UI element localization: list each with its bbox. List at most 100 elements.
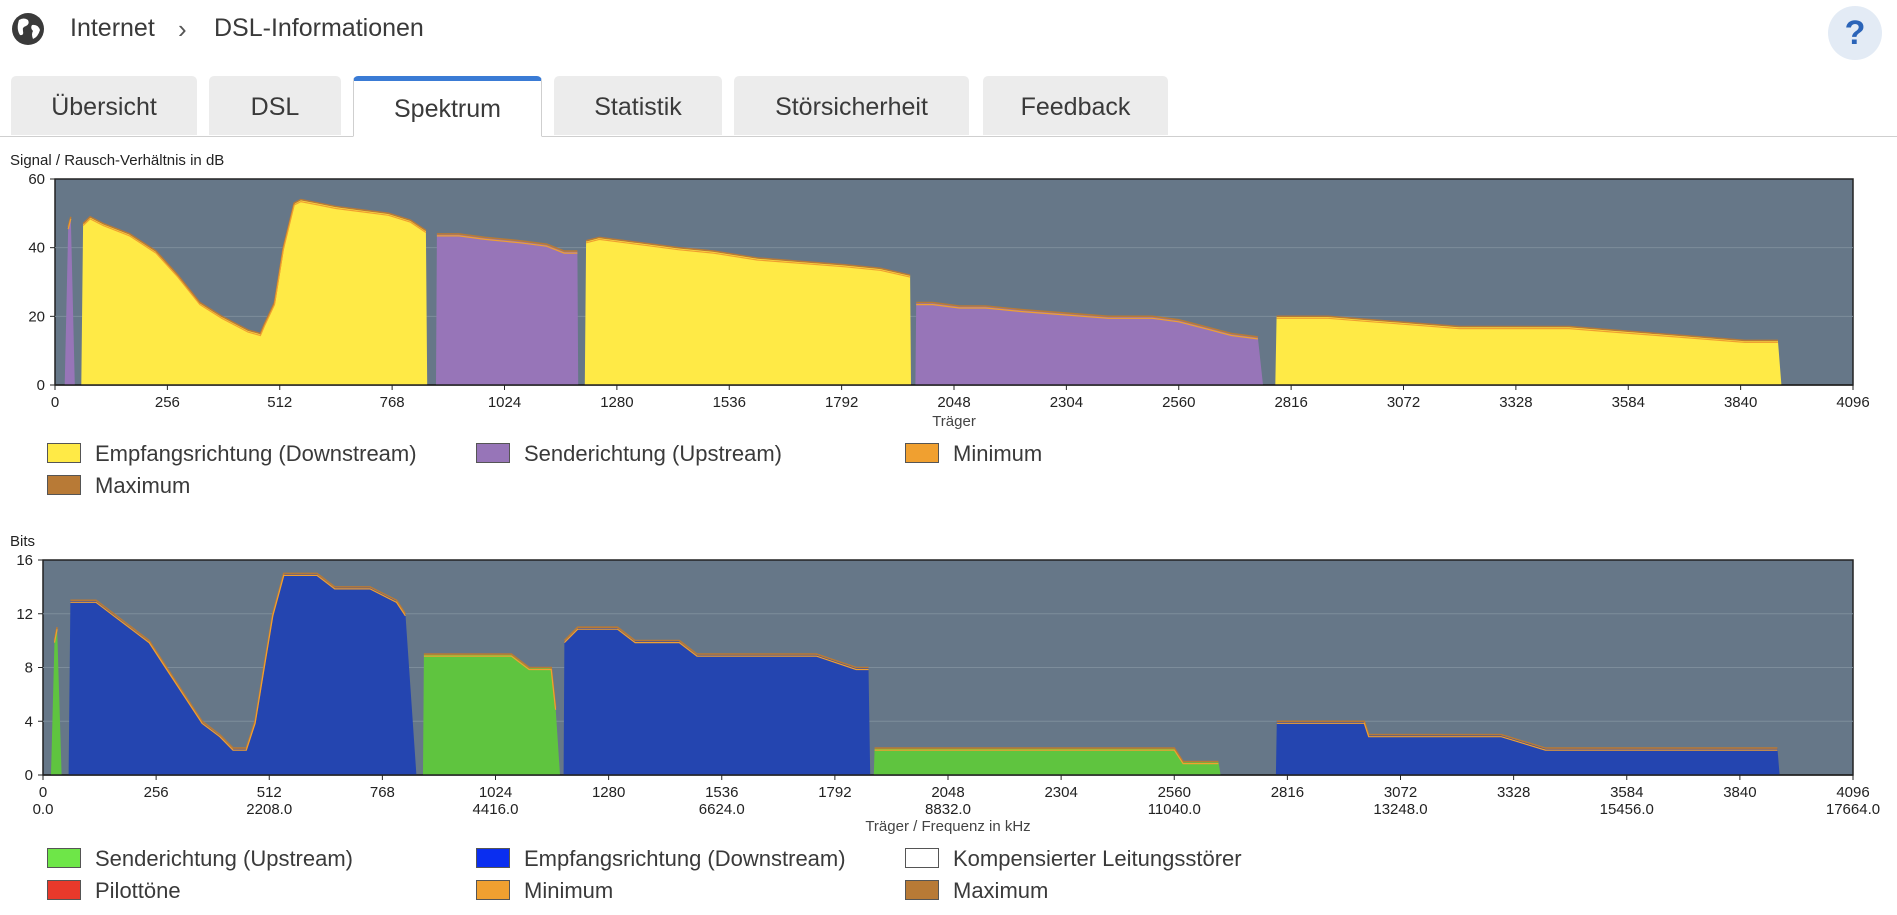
x-tick-label: 1024 bbox=[479, 784, 512, 801]
freq-tick-label: 13248.0 bbox=[1373, 801, 1427, 818]
breadcrumb-separator-icon: › bbox=[178, 14, 187, 44]
series-area bbox=[64, 216, 75, 385]
min-line bbox=[53, 629, 58, 643]
tab-dsl[interactable]: DSL bbox=[209, 76, 341, 135]
y-tick-label: 60 bbox=[28, 171, 45, 188]
freq-tick-label: 2208.0 bbox=[246, 801, 292, 818]
min-line bbox=[916, 304, 1258, 340]
series-area bbox=[873, 748, 1221, 775]
x-tick-label: 0 bbox=[51, 394, 59, 411]
legend-swatch bbox=[905, 443, 939, 463]
legend-label: Maximum bbox=[953, 878, 1049, 903]
legend-label: Minimum bbox=[953, 441, 1043, 466]
tab-bar: Übersicht DSL Spektrum Statistik Störsic… bbox=[0, 76, 1897, 137]
tab-feedback[interactable]: Feedback bbox=[983, 76, 1168, 135]
min-line bbox=[874, 749, 1219, 765]
breadcrumb-internet[interactable]: Internet bbox=[70, 14, 155, 42]
max-line bbox=[423, 653, 557, 708]
legend-label: Senderichtung (Upstream) bbox=[524, 441, 783, 466]
freq-tick-label: 17664.0 bbox=[1826, 801, 1880, 818]
x-tick-label: 4096 bbox=[1836, 784, 1869, 801]
x-tick-label: 1792 bbox=[818, 784, 851, 801]
min-line bbox=[585, 238, 911, 278]
breadcrumb-dsl-informationen: DSL-Informationen bbox=[214, 14, 424, 42]
x-tick-label: 4096 bbox=[1836, 394, 1869, 411]
x-tick-label: 3584 bbox=[1610, 784, 1643, 801]
x-tick-label: 3072 bbox=[1384, 784, 1417, 801]
x-tick-label: 3584 bbox=[1612, 394, 1645, 411]
max-line bbox=[436, 233, 578, 252]
min-line bbox=[67, 218, 72, 230]
x-axis-label: Träger bbox=[932, 413, 976, 430]
legend-label: Empfangsrichtung (Downstream) bbox=[524, 846, 846, 871]
x-tick-label: 3328 bbox=[1499, 394, 1532, 411]
x-tick-label: 2560 bbox=[1158, 784, 1191, 801]
legend-swatch bbox=[47, 880, 81, 900]
chart-title: Bits bbox=[10, 533, 35, 550]
min-line bbox=[70, 574, 406, 751]
x-tick-label: 2048 bbox=[931, 784, 964, 801]
series-area bbox=[51, 627, 62, 775]
legend-label: Senderichtung (Upstream) bbox=[95, 846, 354, 871]
series-area bbox=[584, 237, 911, 385]
max-line bbox=[1276, 720, 1778, 749]
x-tick-label: 1280 bbox=[600, 394, 633, 411]
legend-swatch bbox=[905, 880, 939, 900]
tab-statistik[interactable]: Statistik bbox=[554, 76, 722, 135]
x-tick-label: 3328 bbox=[1497, 784, 1530, 801]
x-tick-label: 3840 bbox=[1724, 394, 1757, 411]
max-line bbox=[585, 236, 911, 276]
series-area bbox=[81, 199, 428, 385]
tab-uebersicht[interactable]: Übersicht bbox=[11, 76, 197, 135]
max-line bbox=[82, 198, 427, 335]
legend-label: Empfangsrichtung (Downstream) bbox=[95, 441, 417, 466]
legend-swatch bbox=[476, 880, 510, 900]
freq-tick-label: 8832.0 bbox=[925, 801, 971, 818]
legend-swatch bbox=[476, 848, 510, 868]
max-line bbox=[874, 747, 1219, 763]
freq-tick-label: 6624.0 bbox=[699, 801, 745, 818]
max-line bbox=[70, 572, 407, 749]
y-tick-label: 16 bbox=[16, 552, 33, 569]
y-tick-label: 0 bbox=[37, 377, 45, 394]
freq-tick-label: 4416.0 bbox=[473, 801, 519, 818]
x-tick-label: 512 bbox=[267, 394, 292, 411]
x-tick-label: 1024 bbox=[488, 394, 521, 411]
x-tick-label: 2816 bbox=[1271, 784, 1304, 801]
series-area bbox=[68, 573, 417, 775]
x-tick-label: 2304 bbox=[1050, 394, 1083, 411]
series-area bbox=[423, 654, 560, 775]
bits-chart: Bits 0 4 8 12 16 0 256 512 768 1024 1280 1536 1792 204… bbox=[10, 533, 1880, 835]
x-tick-label: 2048 bbox=[937, 394, 970, 411]
help-button[interactable]: ? bbox=[1828, 6, 1882, 60]
min-line bbox=[436, 235, 578, 254]
snr-chart: Signal / Rausch-Verhältnis in dB 0 20 40 60 0… bbox=[10, 152, 1870, 430]
max-line bbox=[1276, 315, 1778, 342]
series-area bbox=[915, 302, 1263, 385]
chart-title: Signal / Rausch-Verhältnis in dB bbox=[10, 152, 224, 169]
y-tick-label: 12 bbox=[16, 606, 33, 623]
x-tick-label: 3072 bbox=[1387, 394, 1420, 411]
legend-swatch bbox=[47, 443, 81, 463]
x-axis-label: Träger / Frequenz in kHz bbox=[865, 818, 1030, 835]
max-line bbox=[916, 301, 1258, 338]
page-header: Internet › DSL-Informationen ? bbox=[0, 0, 1897, 60]
legend-swatch bbox=[476, 443, 510, 463]
tab-spektrum[interactable]: Spektrum bbox=[353, 76, 542, 137]
series-area bbox=[436, 233, 579, 385]
x-tick-label: 1280 bbox=[592, 784, 625, 801]
x-tick-label: 1792 bbox=[825, 394, 858, 411]
x-tick-label: 2560 bbox=[1162, 394, 1195, 411]
min-line bbox=[563, 628, 869, 671]
y-tick-label: 0 bbox=[25, 767, 33, 784]
x-tick-label: 1536 bbox=[705, 784, 738, 801]
tab-stoersicherheit[interactable]: Störsicherheit bbox=[734, 76, 969, 135]
x-tick-label: 1536 bbox=[713, 394, 746, 411]
x-tick-label: 3840 bbox=[1723, 784, 1756, 801]
legend-label: Minimum bbox=[524, 878, 614, 903]
legend-swatch bbox=[47, 848, 81, 868]
x-tick-label: 512 bbox=[257, 784, 282, 801]
max-line bbox=[563, 626, 869, 669]
y-tick-label: 40 bbox=[28, 240, 45, 257]
legend-swatch bbox=[47, 475, 81, 495]
